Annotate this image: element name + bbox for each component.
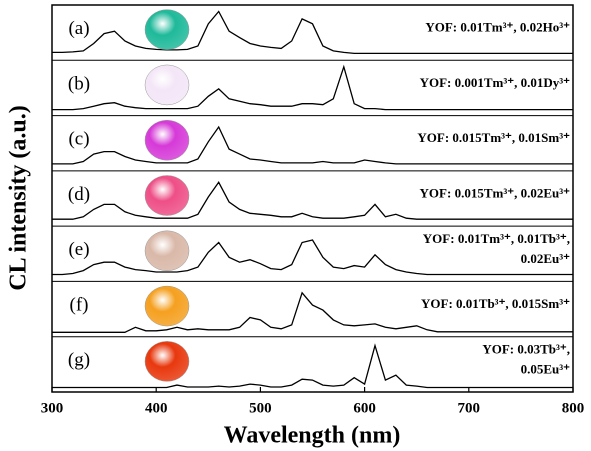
color-ball xyxy=(145,286,189,326)
x-axis-title: Wavelength (nm) xyxy=(224,423,401,449)
panel-label: (g) xyxy=(68,350,90,371)
x-tick-label: 400 xyxy=(145,400,168,416)
panel-label: (e) xyxy=(68,239,89,260)
color-ball xyxy=(145,120,189,160)
annotation: YOF: 0.03Tb³⁺, xyxy=(482,341,570,356)
annotation: YOF: 0.015Tm³⁺, 0.02Eu³⁺ xyxy=(420,185,571,200)
annotation: 0.02Eu³⁺ xyxy=(521,251,571,266)
annotation: YOF: 0.01Tm³⁺, 0.01Tb³⁺, xyxy=(423,231,570,246)
annotation: YOF: 0.01Tb³⁺, 0.015Sm³⁺ xyxy=(421,296,570,311)
page: Wavelength (nm) CL intensity (a.u.) 300 4… xyxy=(0,0,591,451)
annotation: YOF: 0.015Tm³⁺, 0.01Sm³⁺ xyxy=(417,130,570,145)
x-tick-label: 800 xyxy=(562,400,585,416)
panel-label: (b) xyxy=(68,73,90,94)
annotation: YOF: 0.001Tm³⁺, 0.01Dy³⁺ xyxy=(420,75,571,90)
annotation: 0.05Eu³⁺ xyxy=(521,361,571,376)
annotation: YOF: 0.01Tm³⁺, 0.02Ho³⁺ xyxy=(425,20,570,35)
x-tick-label: 500 xyxy=(249,400,272,416)
panel-label: (f) xyxy=(70,294,89,315)
color-ball xyxy=(145,176,189,216)
color-ball xyxy=(145,10,189,50)
color-ball xyxy=(145,341,189,381)
panel-label: (a) xyxy=(68,18,89,39)
color-ball xyxy=(145,231,189,271)
x-tick-label: 600 xyxy=(353,400,376,416)
y-axis-title: CL intensity (a.u.) xyxy=(6,105,32,290)
color-ball xyxy=(145,65,189,105)
chart: Wavelength (nm) CL intensity (a.u.) 300 4… xyxy=(0,0,591,451)
panel-label: (d) xyxy=(68,184,90,205)
x-tick-label: 700 xyxy=(458,400,481,416)
panel-label: (c) xyxy=(68,129,89,150)
x-tick-label: 300 xyxy=(41,400,64,416)
